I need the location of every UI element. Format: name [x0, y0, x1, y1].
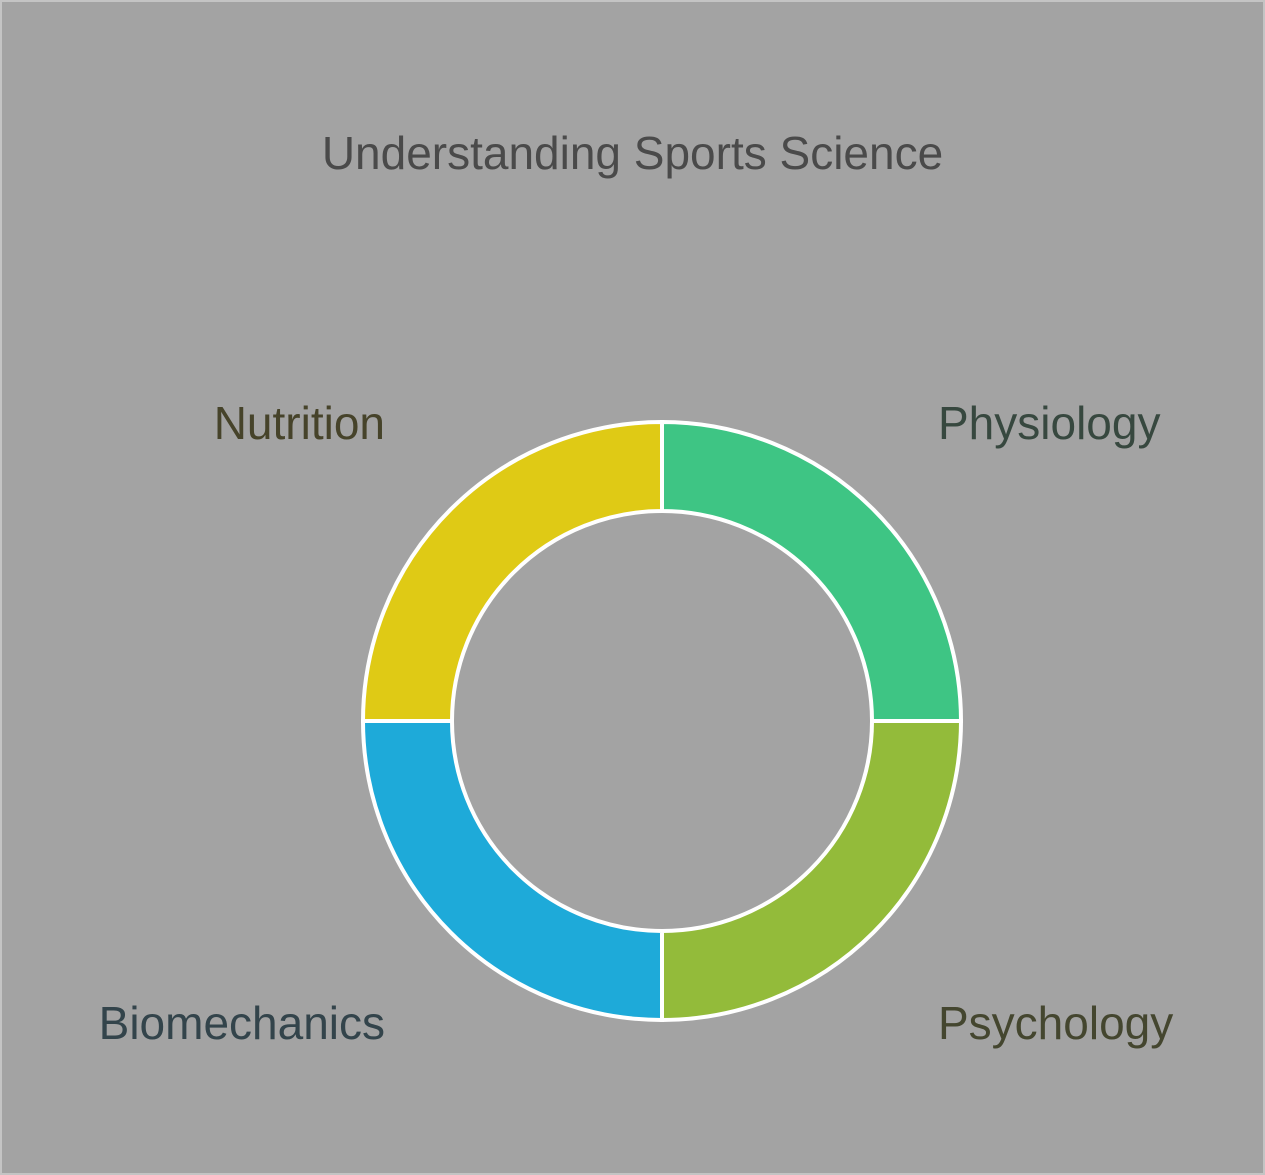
label-physiology: Physiology — [938, 397, 1161, 449]
label-nutrition: Nutrition — [213, 397, 385, 449]
label-biomechanics: Biomechanics — [98, 997, 385, 1049]
segment-psychology — [660, 719, 964, 1023]
segment-physiology — [660, 419, 964, 723]
diagram-title: Understanding Sports Science — [321, 127, 944, 179]
segment-nutrition — [360, 419, 664, 723]
label-psychology: Psychology — [938, 997, 1174, 1049]
segment-biomechanics — [360, 719, 664, 1023]
